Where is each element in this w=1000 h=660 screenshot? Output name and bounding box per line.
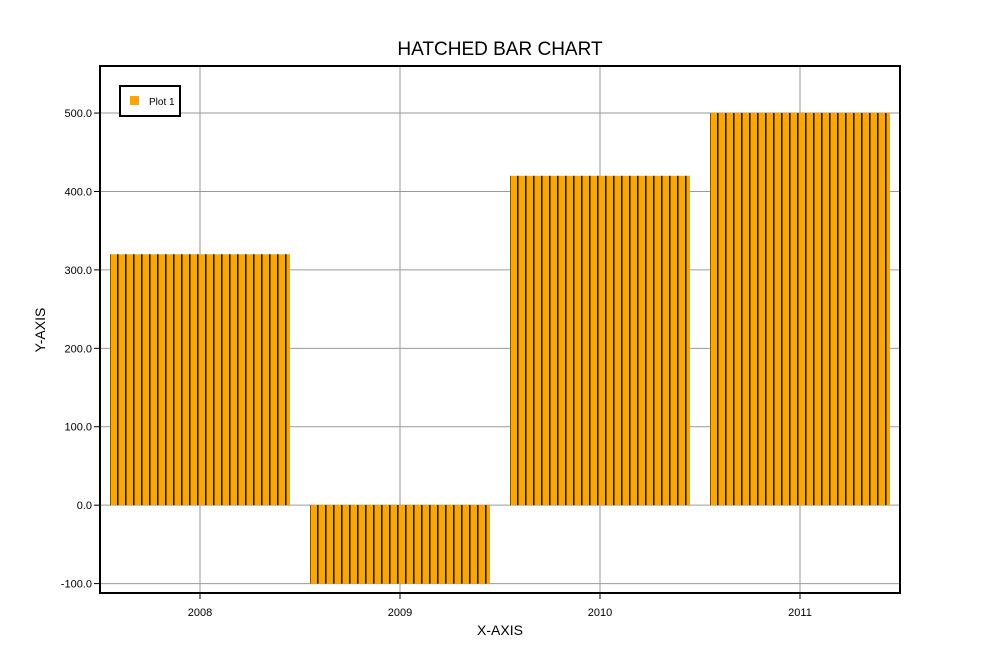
legend: Plot 1: [119, 85, 181, 117]
legend-label: Plot 1: [149, 97, 175, 108]
bar-2009: [310, 505, 490, 584]
bar-2008: [110, 254, 290, 506]
legend-swatch: [130, 96, 139, 105]
y-tick-label: 0.0: [77, 500, 92, 512]
plot-frame: [99, 65, 901, 594]
x-axis-label: X-AXIS: [477, 622, 523, 638]
x-tick-label: 2011: [788, 607, 812, 619]
x-tick-label: 2009: [388, 607, 412, 619]
x-tick-label: 2008: [188, 607, 212, 619]
x-tick-label: 2010: [588, 607, 612, 619]
axes-layer: -100.0 0.0 100.0 200.0 300.0 400.0 500.0 2008 20…: [61, 108, 812, 619]
y-axis-label: Y-AXIS: [32, 308, 48, 353]
bars-layer: [110, 113, 890, 584]
y-tick-label: 100.0: [64, 422, 92, 434]
chart-title: HATCHED BAR CHART: [397, 39, 603, 60]
y-tick-label: 400.0: [64, 186, 92, 198]
bar-2011: [710, 113, 890, 506]
y-tick-label: -100.0: [61, 579, 92, 591]
y-tick-label: 200.0: [64, 343, 92, 355]
y-tick-label: 500.0: [64, 108, 92, 120]
bar-2010: [510, 175, 690, 506]
y-tick-label: 300.0: [64, 265, 92, 277]
